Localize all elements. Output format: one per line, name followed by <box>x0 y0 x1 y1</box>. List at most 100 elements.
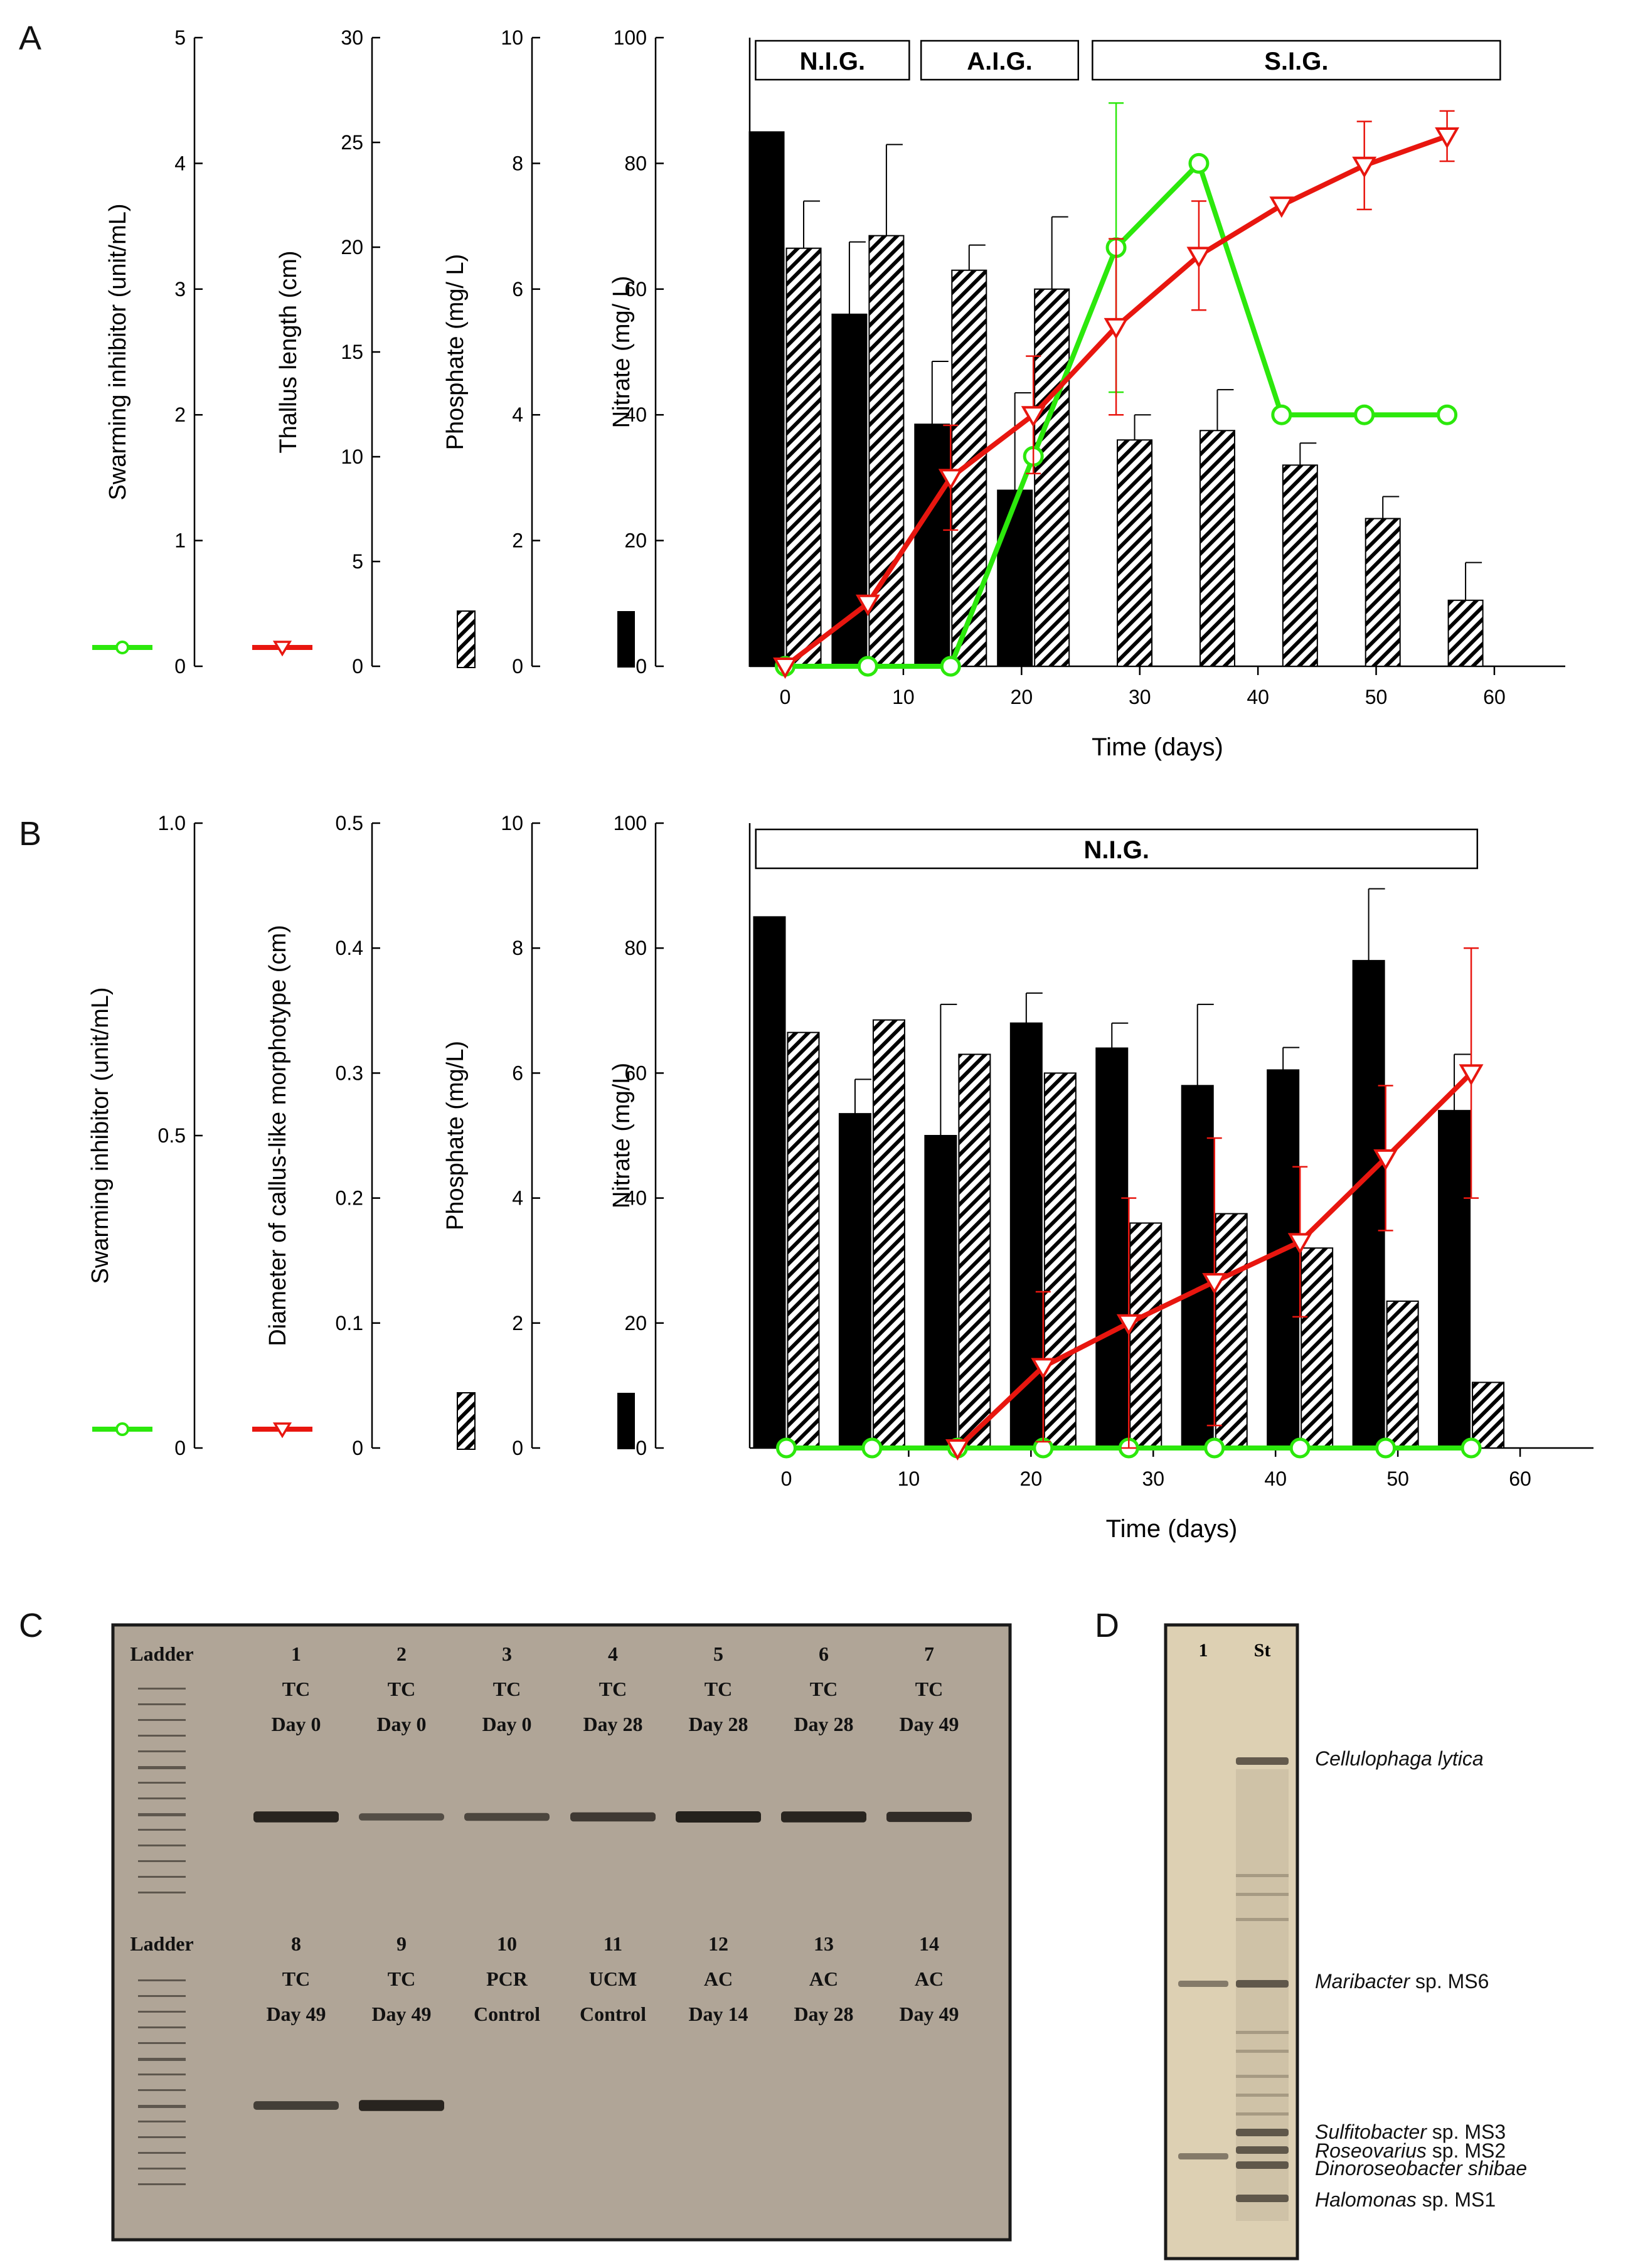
lane-sample-day: Day 28 <box>794 1713 854 1735</box>
y-tick-label: 6 <box>512 278 523 301</box>
lane-sample-day: Day 49 <box>371 2003 432 2025</box>
legend-hatched-bar <box>457 1392 476 1450</box>
y-tick-label: 1 <box>174 530 186 552</box>
dgge-band-label: Maribacter sp. MS6 <box>1315 1970 1489 1993</box>
growth-point <box>1352 156 1377 178</box>
panel-d-dgge: 1 St <box>1164 1623 1299 2260</box>
lane-number: 14 <box>919 1932 939 1955</box>
lane-number: 2 <box>396 1642 407 1665</box>
dgge-faint-band <box>1236 2075 1289 2078</box>
x-tick-label: 10 <box>892 686 915 708</box>
lane-sample-type: TC <box>492 1678 521 1700</box>
y-tick-label: 0.2 <box>336 1187 363 1210</box>
ladder-band <box>138 2105 186 2108</box>
ladder-band <box>138 1892 186 1893</box>
ladder-band <box>138 1766 186 1769</box>
ladder-band <box>138 1995 186 1997</box>
ladder-label: Ladder <box>130 1642 194 1665</box>
pcr-band <box>359 1813 444 1821</box>
y-tick-label: 0.3 <box>336 1062 363 1084</box>
dgge-band <box>1236 2161 1289 2169</box>
dgge-band-label: Dinoroseobacter shibae <box>1315 2157 1527 2180</box>
growth-point <box>1202 1273 1227 1295</box>
nitrate-bar <box>997 489 1033 667</box>
dgge-faint-band <box>1236 2031 1289 2034</box>
y-tick-label: 8 <box>512 152 523 174</box>
pcr-band <box>886 1811 972 1823</box>
panel-c-gel <box>111 1623 1012 2242</box>
y-tick-label: 8 <box>512 937 523 959</box>
lane-sample-type: TC <box>387 1967 416 1990</box>
y-tick-label: 0.5 <box>336 812 363 834</box>
y-tick-label: 20 <box>341 236 363 258</box>
growth-point <box>1116 1314 1141 1336</box>
legend-green-marker <box>115 641 129 654</box>
ladder-band <box>138 2183 186 2185</box>
swarming-point <box>1460 1437 1482 1459</box>
lane-sample-day: Day 49 <box>899 2003 959 2025</box>
pcr-band <box>253 2101 339 2110</box>
x-tick-label: 20 <box>1020 1467 1043 1490</box>
nitrate-bar <box>1267 1069 1300 1449</box>
y-axis-title: Nitrate (mg/ L) <box>609 276 635 429</box>
y-tick-label: 60 <box>624 1062 647 1084</box>
growth-point <box>1104 317 1129 339</box>
dgge-faint-band <box>1236 1893 1289 1896</box>
x-tick-label: 60 <box>1483 686 1506 708</box>
y-tick-label: 100 <box>614 26 647 49</box>
phosphate-bar <box>1129 1222 1162 1449</box>
y-tick-label: 80 <box>624 937 647 959</box>
lane-sample-day: Day 28 <box>688 1713 748 1735</box>
y-tick-label: 0.4 <box>336 937 363 959</box>
lane-sample-day: Day 28 <box>583 1713 643 1735</box>
ladder-band <box>138 2074 186 2075</box>
lane-sample-day: Day 0 <box>271 1713 321 1735</box>
ladder-band <box>138 1876 186 1878</box>
ladder-band <box>138 2168 186 2170</box>
lane-number: 10 <box>497 1932 517 1955</box>
y-tick-label: 80 <box>624 152 647 174</box>
ladder-band <box>138 1782 186 1784</box>
y-tick-label: 40 <box>624 403 647 426</box>
ladder-band <box>138 1845 186 1846</box>
dgge-faint-band <box>1236 1874 1289 1877</box>
y-tick-label: 0.5 <box>158 1124 186 1147</box>
phase-label: N.I.G. <box>1084 836 1149 864</box>
y-tick-label: 30 <box>341 26 363 49</box>
phosphate-bar <box>1301 1247 1334 1449</box>
x-axis-title: Time (days) <box>1092 733 1223 761</box>
lane-sample-type: TC <box>282 1678 311 1700</box>
nitrate-bar <box>1095 1047 1129 1449</box>
x-axis-title: Time (days) <box>1106 1515 1238 1543</box>
lane-sample-day: Day 49 <box>899 1713 959 1735</box>
y-tick-label: 60 <box>624 278 647 301</box>
dgge-sample-band <box>1178 2153 1228 2159</box>
ladder-band <box>138 1797 186 1799</box>
species-name: Cellulophaga lytica <box>1315 1747 1484 1770</box>
lane-number: 13 <box>814 1932 834 1955</box>
x-tick-label: 40 <box>1264 1467 1287 1490</box>
species-name: Maribacter <box>1315 1970 1410 1993</box>
y-tick-label: 15 <box>341 341 363 363</box>
x-tick-label: 30 <box>1129 686 1151 708</box>
lane-sample-type: TC <box>387 1678 416 1700</box>
growth-point <box>1287 1233 1312 1255</box>
legend-red-marker <box>272 1422 292 1439</box>
pcr-band <box>676 1811 761 1823</box>
phosphate-bar <box>958 1053 991 1449</box>
y-tick-label: 6 <box>512 1062 523 1084</box>
lane-sample-day: Day 49 <box>266 2003 326 2025</box>
y-tick-label: 0 <box>352 655 363 678</box>
phosphate-bar <box>1215 1213 1248 1449</box>
dgge-band <box>1236 2146 1289 2154</box>
phosphate-bar <box>1386 1300 1419 1449</box>
x-tick-label: 20 <box>1011 686 1033 708</box>
phosphate-bar <box>872 1019 905 1449</box>
growth-point <box>938 469 963 491</box>
y-tick-label: 0 <box>512 655 523 678</box>
y-axis-title: Phosphate (mg/L) <box>442 1041 469 1230</box>
x-tick-label: 10 <box>898 1467 920 1490</box>
lane-sample-type: TC <box>915 1678 944 1700</box>
lane-sample-type: PCR <box>486 1967 528 1990</box>
